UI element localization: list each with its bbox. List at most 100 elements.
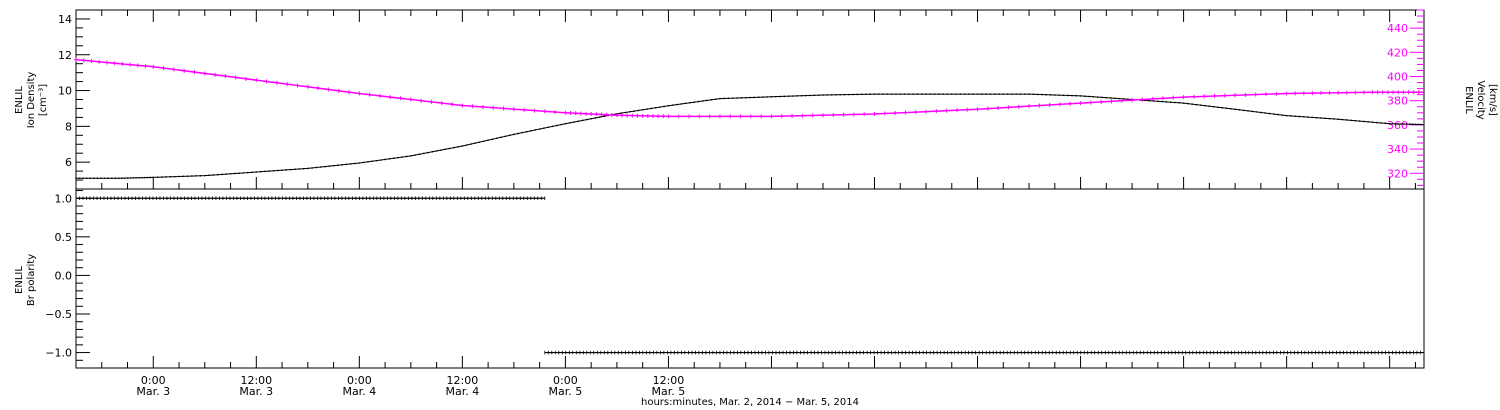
velocity-point — [151, 64, 156, 69]
ion-density-point — [809, 94, 811, 97]
ion-density-point — [517, 132, 519, 135]
velocity-point — [1264, 92, 1269, 97]
velocity-point — [104, 60, 109, 65]
velocity-point — [1301, 91, 1306, 96]
ion-density-point — [684, 102, 687, 105]
ion-density-point — [1092, 96, 1095, 98]
velocity-point — [1385, 90, 1390, 95]
ion-density-point — [783, 95, 786, 98]
ion-density-point — [740, 97, 743, 99]
x-tick-date-label: Mar. 5 — [549, 385, 583, 398]
ion-density-point — [1195, 103, 1198, 106]
ion-density-point — [1408, 123, 1411, 125]
velocity-point — [213, 72, 218, 77]
ion-density-point — [1200, 104, 1202, 106]
ion-density-point — [929, 93, 932, 95]
velocity-point — [975, 107, 980, 112]
velocity-point — [589, 112, 594, 117]
ion-density-point — [1066, 94, 1069, 97]
velocity-point — [604, 112, 609, 117]
velocity-point — [1191, 94, 1196, 99]
velocity-point — [1181, 95, 1186, 100]
velocity-point — [779, 114, 784, 119]
ion-density-point — [573, 121, 575, 123]
velocity-point — [450, 102, 455, 107]
ion-density-point — [410, 155, 412, 157]
ion-density-point — [890, 93, 893, 95]
ion-density-point — [629, 111, 631, 113]
velocity-point — [872, 112, 877, 117]
ion-density-point — [225, 173, 227, 175]
ion-density-point — [311, 167, 313, 169]
ion-density-point — [1187, 102, 1189, 105]
ion-density-point — [1170, 101, 1172, 103]
ion-density-point — [1380, 122, 1382, 124]
velocity-point — [790, 113, 795, 118]
velocity-point — [112, 61, 117, 66]
ion-density-point — [981, 93, 983, 95]
ion-density-point — [132, 177, 134, 179]
velocity-point — [882, 111, 887, 116]
velocity-point — [609, 112, 614, 117]
ion-density-point — [1127, 98, 1129, 100]
ion-density-point — [461, 145, 464, 147]
velocity-point — [305, 84, 310, 89]
ion-density-point — [307, 167, 309, 170]
ion-density-point — [775, 95, 777, 98]
ion-density-point — [1208, 105, 1211, 107]
velocity-point — [223, 74, 228, 79]
velocity-point — [893, 111, 898, 116]
velocity-point — [594, 112, 599, 117]
velocity-axis-title: ENLIL Velocity [km/s] — [1463, 80, 1498, 119]
velocity-point — [1391, 90, 1396, 95]
velocity-point — [1361, 90, 1366, 95]
ion-density-point — [723, 97, 725, 100]
ion-density-point — [654, 107, 657, 109]
ion-density-point — [1315, 116, 1318, 119]
ion-density-point — [1002, 93, 1004, 95]
ion-density-point — [594, 117, 597, 119]
ion-density-point — [504, 135, 506, 138]
left-tick-label: 14 — [58, 13, 72, 26]
ion-density-point — [1264, 112, 1266, 114]
velocity-point — [1150, 96, 1155, 101]
x-tick-time-label: 12:00 — [653, 374, 685, 387]
x-tick-date-label: Mar. 3 — [136, 385, 170, 398]
ion-density-point — [229, 173, 232, 175]
velocity-point — [192, 70, 197, 75]
ion-density-point — [107, 177, 109, 179]
ion-density-point — [121, 177, 123, 179]
ion-density-point — [813, 94, 816, 97]
ion-density-point — [1165, 101, 1168, 103]
ion-density-title-line-1: ENLIL — [14, 86, 25, 114]
ion-density-point — [103, 177, 106, 179]
ion-density-point — [779, 95, 781, 98]
ion-density-point — [367, 161, 369, 163]
ion-density-point — [1311, 116, 1314, 119]
ion-density-point — [521, 131, 524, 134]
ion-density-point — [1075, 95, 1077, 97]
ion-density-point — [114, 177, 117, 179]
velocity-point — [820, 113, 825, 118]
ion-density-point — [362, 161, 365, 164]
x-tick-date-label: Mar. 4 — [445, 385, 479, 398]
ion-density-point — [1024, 93, 1026, 95]
ion-density-point — [878, 93, 880, 95]
ion-density-point — [736, 97, 738, 99]
ion-density-point — [513, 133, 515, 136]
ion-density-point — [835, 94, 837, 96]
velocity-point — [74, 57, 78, 62]
ion-density-point — [1174, 101, 1176, 104]
ion-density-point — [620, 112, 622, 114]
velocity-point — [553, 110, 558, 115]
ion-density-point — [1320, 117, 1322, 119]
ion-density-point — [191, 175, 193, 177]
ion-density-point — [332, 165, 335, 167]
ion-density-point — [100, 177, 102, 179]
ion-density-point — [560, 123, 562, 126]
ion-density-point — [1391, 123, 1394, 125]
velocity-point — [913, 110, 918, 115]
ion-density-point — [178, 175, 180, 178]
velocity-point — [1284, 91, 1289, 96]
velocity-point — [377, 93, 382, 98]
